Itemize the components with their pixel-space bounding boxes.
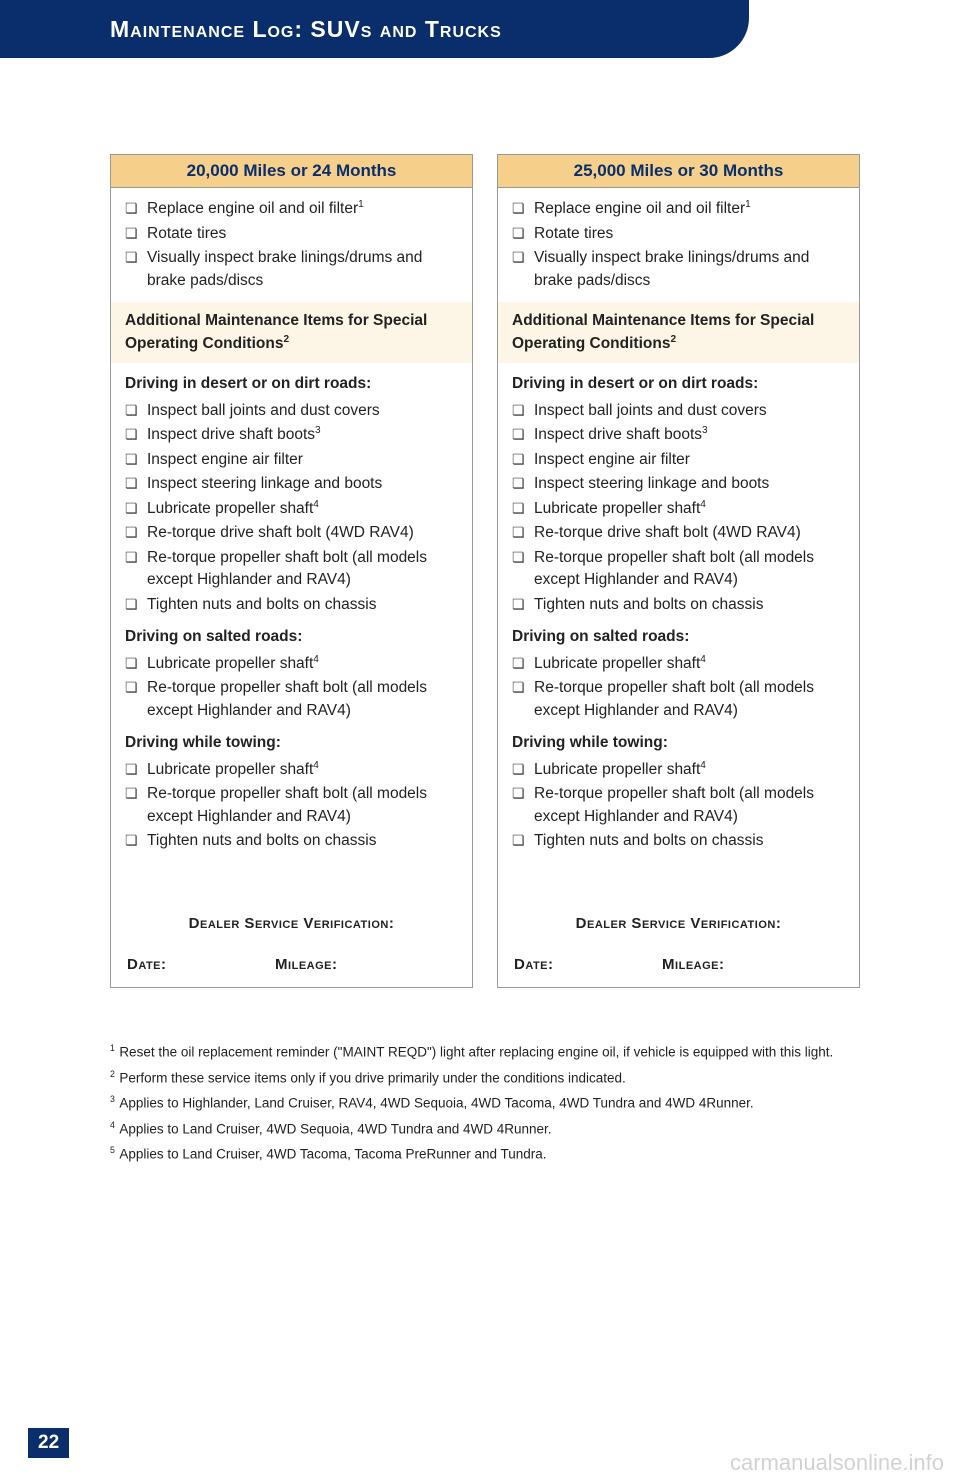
condition-heading: Driving in desert or on dirt roads:: [512, 373, 845, 395]
footnote: 3 Applies to Highlander, Land Cruiser, R…: [110, 1091, 860, 1116]
checklist-item: Re-torque propeller shaft bolt (all mode…: [125, 677, 458, 722]
panel-body: Replace engine oil and oil filter1Rotate…: [111, 188, 472, 946]
mileage-label: Mileage:: [662, 956, 843, 973]
condition-checklist: Lubricate propeller shaft4Re-torque prop…: [512, 759, 845, 853]
condition-heading: Driving on salted roads:: [512, 626, 845, 648]
main-checklist: Replace engine oil and oil filter1Rotate…: [125, 198, 458, 292]
checklist-item: Inspect drive shaft boots3: [125, 424, 458, 447]
footnote-number: 3: [110, 1094, 117, 1104]
condition-checklist: Lubricate propeller shaft4Re-torque prop…: [512, 653, 845, 723]
condition-checklist: Lubricate propeller shaft4Re-torque prop…: [125, 759, 458, 853]
checklist-item: Re-torque propeller shaft bolt (all mode…: [512, 547, 845, 592]
footnote-ref: 1: [745, 199, 751, 210]
checklist-item: Re-torque propeller shaft bolt (all mode…: [512, 677, 845, 722]
panel-header: 25,000 Miles or 30 Months: [498, 155, 859, 188]
checklist-item: Visually inspect brake linings/drums and…: [125, 247, 458, 292]
checklist-item: Lubricate propeller shaft4: [512, 759, 845, 782]
checklist-item: Lubricate propeller shaft4: [125, 498, 458, 521]
condition-heading: Driving in desert or on dirt roads:: [125, 373, 458, 395]
date-label: Date:: [127, 956, 275, 973]
panel-body: Replace engine oil and oil filter1Rotate…: [498, 188, 859, 946]
checklist-item: Lubricate propeller shaft4: [125, 759, 458, 782]
checklist-item: Replace engine oil and oil filter1: [125, 198, 458, 221]
content-area: 20,000 Miles or 24 Months Replace engine …: [0, 58, 960, 1008]
main-checklist: Replace engine oil and oil filter1Rotate…: [512, 198, 845, 292]
condition-heading: Driving while towing:: [512, 732, 845, 754]
panel-footer: Date:Mileage:: [111, 946, 472, 987]
checklist-item: Re-torque propeller shaft bolt (all mode…: [512, 783, 845, 828]
checklist-item: Tighten nuts and bolts on chassis: [512, 830, 845, 852]
checklist-item: Inspect engine air filter: [512, 449, 845, 471]
checklist-item: Replace engine oil and oil filter1: [512, 198, 845, 221]
checklist-item: Tighten nuts and bolts on chassis: [512, 594, 845, 616]
checklist-item: Lubricate propeller shaft4: [125, 653, 458, 676]
footnote-number: 5: [110, 1145, 117, 1155]
condition-heading: Driving while towing:: [125, 732, 458, 754]
footnote-ref: 1: [358, 199, 364, 210]
footnote: 4 Applies to Land Cruiser, 4WD Sequoia, …: [110, 1117, 860, 1142]
checklist-item: Inspect engine air filter: [125, 449, 458, 471]
checklist-item: Inspect steering linkage and boots: [512, 473, 845, 495]
checklist-item: Lubricate propeller shaft4: [512, 653, 845, 676]
footnote-ref: 3: [315, 425, 321, 436]
checklist-item: Re-torque drive shaft bolt (4WD RAV4): [125, 522, 458, 544]
footnote-ref: 4: [313, 654, 319, 665]
footnote-ref: 4: [700, 760, 706, 771]
condition-checklist: Inspect ball joints and dust coversInspe…: [512, 400, 845, 617]
footnote-ref: 4: [700, 499, 706, 510]
dealer-verification-label: Dealer Service Verification:: [125, 913, 458, 935]
footnote-number: 2: [110, 1069, 117, 1079]
footnote-ref: 2: [670, 334, 676, 345]
checklist-item: Tighten nuts and bolts on chassis: [125, 830, 458, 852]
condition-heading: Driving on salted roads:: [125, 626, 458, 648]
footnote-ref: 2: [283, 334, 289, 345]
special-conditions-heading: Additional Maintenance Items for Special…: [498, 302, 859, 363]
checklist-item: Re-torque propeller shaft bolt (all mode…: [125, 783, 458, 828]
footnote: 5 Applies to Land Cruiser, 4WD Tacoma, T…: [110, 1142, 860, 1167]
condition-checklist: Inspect ball joints and dust coversInspe…: [125, 400, 458, 617]
footnote-ref: 3: [702, 425, 708, 436]
checklist-item: Rotate tires: [512, 223, 845, 245]
footnote-number: 4: [110, 1120, 117, 1130]
maintenance-panel: 20,000 Miles or 24 Months Replace engine …: [110, 154, 473, 988]
checklist-item: Tighten nuts and bolts on chassis: [125, 594, 458, 616]
footnote-ref: 4: [313, 499, 319, 510]
footnote: 1 Reset the oil replacement reminder ("M…: [110, 1040, 860, 1065]
checklist-item: Inspect ball joints and dust covers: [512, 400, 845, 422]
checklist-item: Visually inspect brake linings/drums and…: [512, 247, 845, 292]
checklist-item: Inspect drive shaft boots3: [512, 424, 845, 447]
watermark: carmanualsonline.info: [730, 1450, 944, 1476]
panel-footer: Date:Mileage:: [498, 946, 859, 987]
dealer-verification-label: Dealer Service Verification:: [512, 913, 845, 935]
checklist-item: Inspect steering linkage and boots: [125, 473, 458, 495]
checklist-item: Re-torque propeller shaft bolt (all mode…: [125, 547, 458, 592]
header-bar: Maintenance Log: SUVs and Trucks: [0, 0, 749, 58]
mileage-label: Mileage:: [275, 956, 456, 973]
page-title: Maintenance Log: SUVs and Trucks: [110, 16, 502, 43]
footnote-ref: 4: [313, 760, 319, 771]
footnote-ref: 4: [700, 654, 706, 665]
checklist-item: Re-torque drive shaft bolt (4WD RAV4): [512, 522, 845, 544]
checklist-item: Inspect ball joints and dust covers: [125, 400, 458, 422]
footnotes: 1 Reset the oil replacement reminder ("M…: [0, 1008, 960, 1167]
panel-header: 20,000 Miles or 24 Months: [111, 155, 472, 188]
condition-checklist: Lubricate propeller shaft4Re-torque prop…: [125, 653, 458, 723]
footnote: 2 Perform these service items only if yo…: [110, 1066, 860, 1091]
checklist-item: Lubricate propeller shaft4: [512, 498, 845, 521]
date-label: Date:: [514, 956, 662, 973]
checklist-item: Rotate tires: [125, 223, 458, 245]
page-number: 22: [28, 1428, 69, 1458]
maintenance-panel: 25,000 Miles or 30 Months Replace engine …: [497, 154, 860, 988]
footnote-number: 1: [110, 1043, 117, 1053]
special-conditions-heading: Additional Maintenance Items for Special…: [111, 302, 472, 363]
